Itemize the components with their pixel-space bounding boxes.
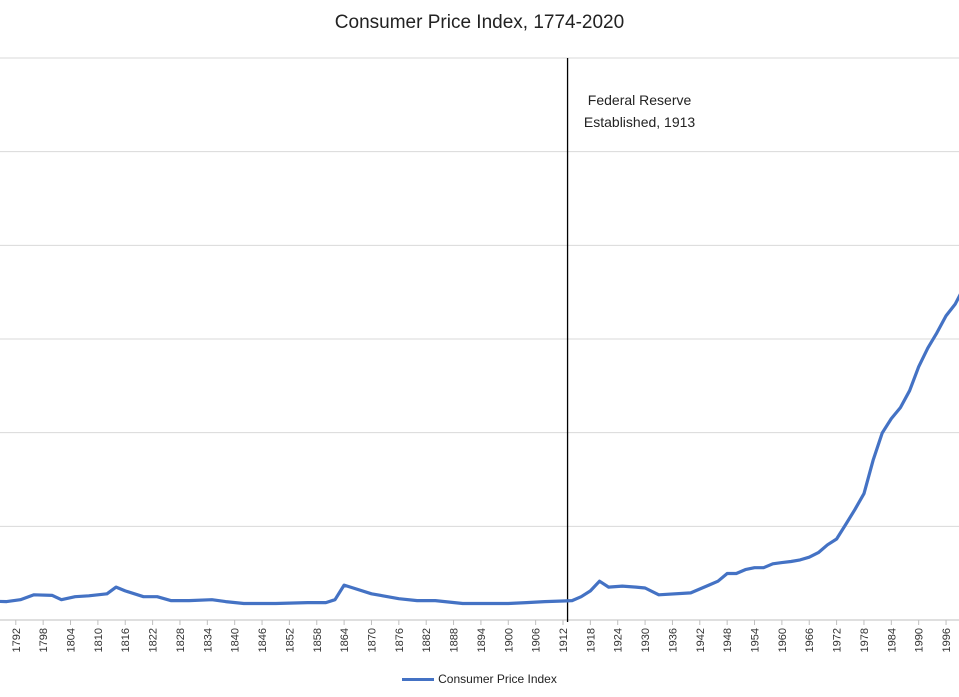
x-tick-label: 1864 bbox=[339, 628, 351, 652]
x-tick-label: 1966 bbox=[804, 628, 816, 652]
x-tick-label: 1816 bbox=[120, 628, 132, 652]
x-tick-label: 1906 bbox=[531, 628, 543, 652]
x-tick-label: 1978 bbox=[859, 628, 871, 652]
x-tick-label: 1870 bbox=[366, 628, 378, 652]
x-axis-ticks: 1792 1798 1804 1810 1816 1822 1828 1834 1840 1846… bbox=[11, 620, 953, 652]
x-tick-label: 1858 bbox=[312, 628, 324, 652]
x-tick-label: 1882 bbox=[421, 628, 433, 652]
legend-swatch bbox=[402, 677, 435, 681]
chart-title: Consumer Price Index, 1774-2020 bbox=[334, 12, 625, 33]
legend: Consumer Price Index bbox=[0, 672, 959, 686]
x-tick-label: 1990 bbox=[914, 628, 926, 652]
gridlines bbox=[0, 57, 959, 527]
x-tick-label: 1924 bbox=[613, 628, 625, 652]
x-tick-label: 1876 bbox=[394, 628, 406, 652]
x-tick-label: 1834 bbox=[202, 628, 214, 652]
annotation-line-2: Established, 1913 bbox=[584, 114, 696, 130]
x-tick-label: 1852 bbox=[284, 628, 296, 652]
x-tick-label: 1984 bbox=[886, 628, 898, 652]
x-tick-label: 1888 bbox=[449, 628, 461, 652]
x-tick-label: 1828 bbox=[175, 628, 187, 652]
x-tick-label: 1936 bbox=[667, 628, 679, 652]
series-line-consumer-price-index bbox=[0, 293, 959, 606]
x-tick-label: 1942 bbox=[695, 628, 707, 652]
x-tick-label: 1912 bbox=[558, 628, 570, 652]
x-tick-label: 1972 bbox=[832, 628, 844, 652]
x-tick-label: 1954 bbox=[750, 628, 762, 652]
x-tick-label: 1804 bbox=[66, 628, 78, 652]
x-tick-label: 1792 bbox=[11, 628, 23, 652]
x-tick-label: 1798 bbox=[38, 628, 50, 652]
x-tick-label: 1960 bbox=[777, 628, 789, 652]
x-tick-label: 1900 bbox=[503, 628, 515, 652]
x-tick-label: 1894 bbox=[476, 628, 488, 652]
annotation-line-1: Federal Reserve bbox=[588, 92, 692, 108]
x-tick-label: 1846 bbox=[257, 628, 269, 652]
x-tick-label: 1840 bbox=[230, 628, 242, 652]
x-tick-label: 1810 bbox=[93, 628, 105, 652]
x-tick-label: 1930 bbox=[640, 628, 652, 652]
x-tick-label: 1996 bbox=[941, 628, 953, 652]
legend-label: Consumer Price Index bbox=[438, 672, 557, 686]
x-tick-label: 1948 bbox=[722, 628, 734, 652]
x-tick-label: 1822 bbox=[148, 628, 160, 652]
x-tick-label: 1918 bbox=[585, 628, 597, 652]
